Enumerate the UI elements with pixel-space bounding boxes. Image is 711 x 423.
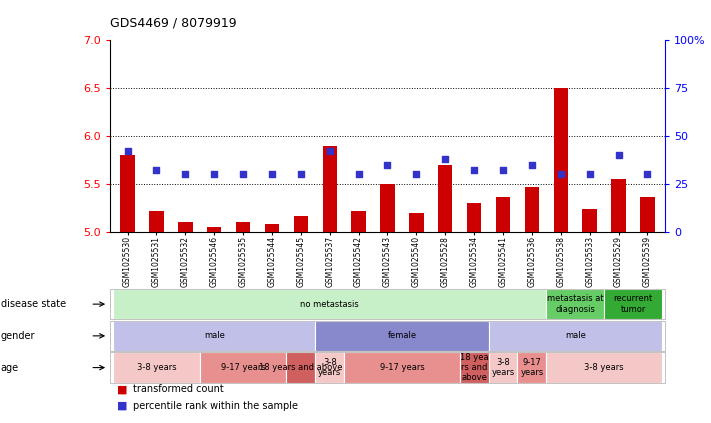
Text: 3-8
years: 3-8 years [318, 358, 341, 377]
Point [555, 171, 567, 178]
Bar [380, 184, 395, 232]
Bar [496, 197, 510, 232]
Bar [467, 203, 481, 232]
Bar [409, 213, 424, 232]
Bar [294, 217, 308, 232]
Bar [264, 224, 279, 232]
Text: 18 years and above: 18 years and above [259, 363, 343, 372]
Text: 3-8 years: 3-8 years [137, 363, 176, 372]
Bar [582, 209, 597, 232]
Bar [640, 197, 655, 232]
Text: GDS4469 / 8079919: GDS4469 / 8079919 [110, 17, 237, 30]
Text: percentile rank within the sample: percentile rank within the sample [133, 401, 298, 411]
Point [324, 148, 336, 155]
Point [208, 171, 220, 178]
Bar [236, 222, 250, 232]
Bar [525, 187, 539, 232]
Text: age: age [1, 363, 18, 373]
Point [382, 161, 393, 168]
Text: disease state: disease state [1, 299, 66, 309]
Text: recurrent
tumor: recurrent tumor [614, 294, 653, 314]
Text: metastasis at
diagnosis: metastasis at diagnosis [547, 294, 604, 314]
Point [295, 171, 306, 178]
Text: ■: ■ [117, 401, 128, 411]
Bar [149, 211, 164, 232]
Text: 9-17 years: 9-17 years [220, 363, 265, 372]
Bar [351, 211, 366, 232]
Point [613, 152, 624, 159]
Point [642, 171, 653, 178]
Text: gender: gender [1, 331, 36, 341]
Bar [611, 179, 626, 232]
Point [237, 171, 249, 178]
Point [353, 171, 364, 178]
Text: female: female [387, 331, 417, 341]
Point [151, 167, 162, 174]
Text: 3-8
years: 3-8 years [491, 358, 515, 377]
Bar [178, 222, 193, 232]
Text: male: male [565, 331, 586, 341]
Point [266, 171, 277, 178]
Text: no metastasis: no metastasis [300, 299, 359, 309]
Point [411, 171, 422, 178]
Text: 9-17
years: 9-17 years [520, 358, 543, 377]
Point [180, 171, 191, 178]
Point [122, 148, 133, 155]
Point [469, 167, 480, 174]
Point [498, 167, 509, 174]
Bar [438, 165, 452, 232]
Bar [207, 227, 221, 232]
Text: ■: ■ [117, 384, 128, 394]
Bar [323, 146, 337, 232]
Bar [554, 88, 568, 232]
Point [584, 171, 595, 178]
Bar [120, 155, 135, 232]
Text: 18 yea
rs and
above: 18 yea rs and above [460, 353, 488, 382]
Text: transformed count: transformed count [133, 384, 224, 394]
Point [439, 156, 451, 162]
Point [526, 161, 538, 168]
Text: male: male [204, 331, 225, 341]
Text: 9-17 years: 9-17 years [380, 363, 424, 372]
Text: 3-8 years: 3-8 years [584, 363, 624, 372]
